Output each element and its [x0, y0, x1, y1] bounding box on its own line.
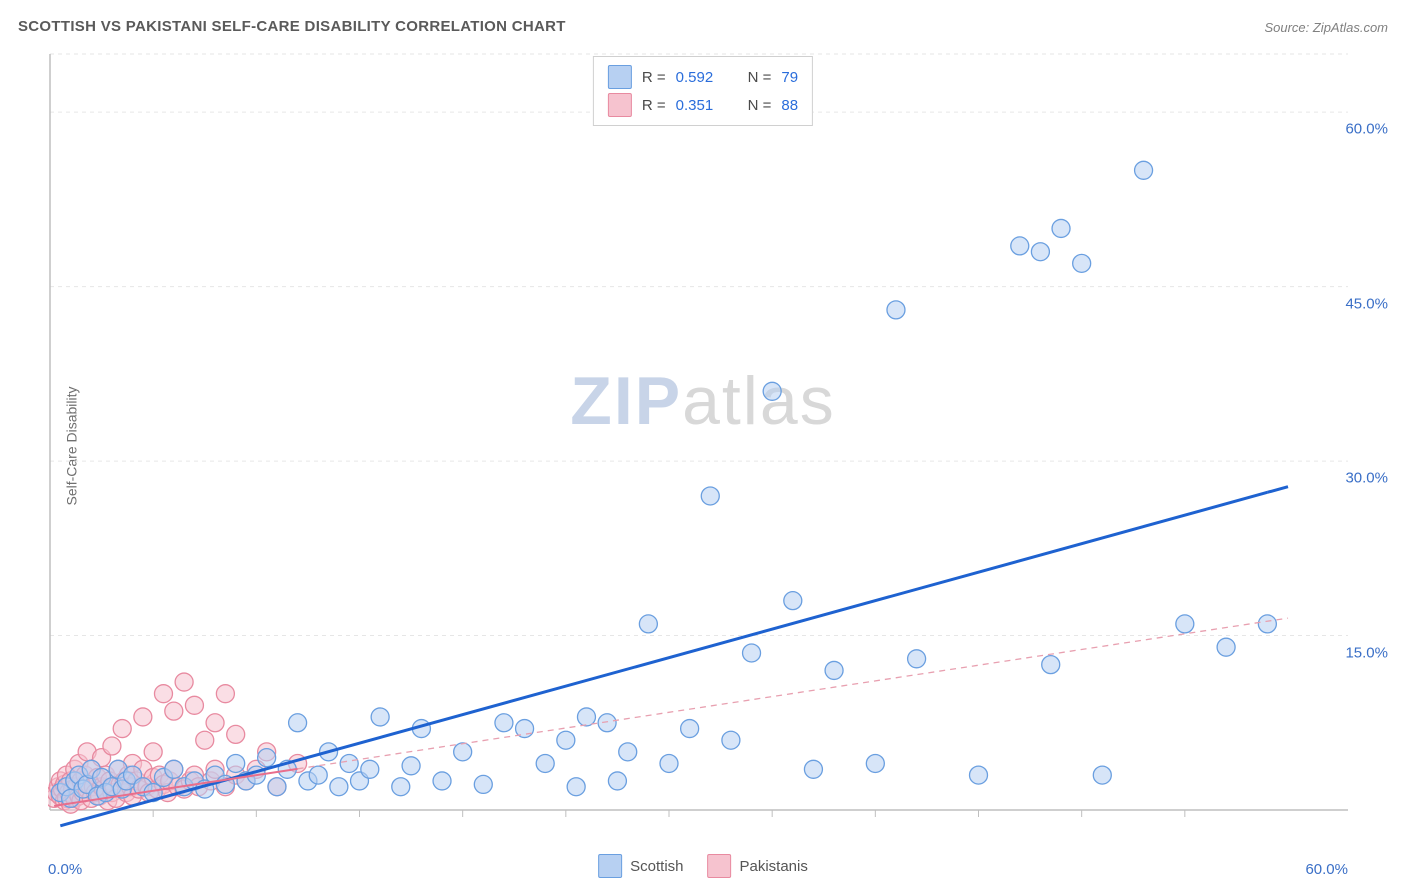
legend-item-pakistanis: Pakistanis: [707, 854, 807, 878]
chart-title: SCOTTISH VS PAKISTANI SELF-CARE DISABILI…: [18, 18, 566, 35]
legend-series: Scottish Pakistanis: [598, 854, 808, 878]
r-label: R =: [642, 69, 666, 86]
x-min-label: 0.0%: [48, 861, 82, 878]
plot-area: [48, 50, 1348, 840]
legend-label-pakistanis: Pakistanis: [739, 858, 807, 875]
source-label: Source: ZipAtlas.com: [1264, 20, 1388, 35]
chart-container: SCOTTISH VS PAKISTANI SELF-CARE DISABILI…: [0, 0, 1406, 892]
legend-stats-row-scottish: R = 0.592 N = 79: [608, 63, 798, 91]
scatter-svg: [48, 50, 1348, 840]
legend-item-scottish: Scottish: [598, 854, 683, 878]
swatch-scottish-bottom: [598, 854, 622, 878]
y-tick-label: 15.0%: [1345, 644, 1388, 661]
r-value-scottish: 0.592: [676, 69, 730, 86]
n-label: N =: [748, 97, 772, 114]
r-value-pakistanis: 0.351: [676, 97, 730, 114]
y-tick-label: 45.0%: [1345, 295, 1388, 312]
legend-stats-row-pakistanis: R = 0.351 N = 88: [608, 91, 798, 119]
legend-label-scottish: Scottish: [630, 858, 683, 875]
n-label: N =: [748, 69, 772, 86]
swatch-scottish: [608, 65, 632, 89]
swatch-pakistanis-bottom: [707, 854, 731, 878]
n-value-pakistanis: 88: [781, 97, 798, 114]
legend-stats: R = 0.592 N = 79 R = 0.351 N = 88: [593, 56, 813, 126]
n-value-scottish: 79: [781, 69, 798, 86]
r-label: R =: [642, 97, 666, 114]
y-tick-label: 30.0%: [1345, 470, 1388, 487]
y-tick-label: 60.0%: [1345, 121, 1388, 138]
swatch-pakistanis: [608, 93, 632, 117]
x-max-label: 60.0%: [1305, 861, 1348, 878]
